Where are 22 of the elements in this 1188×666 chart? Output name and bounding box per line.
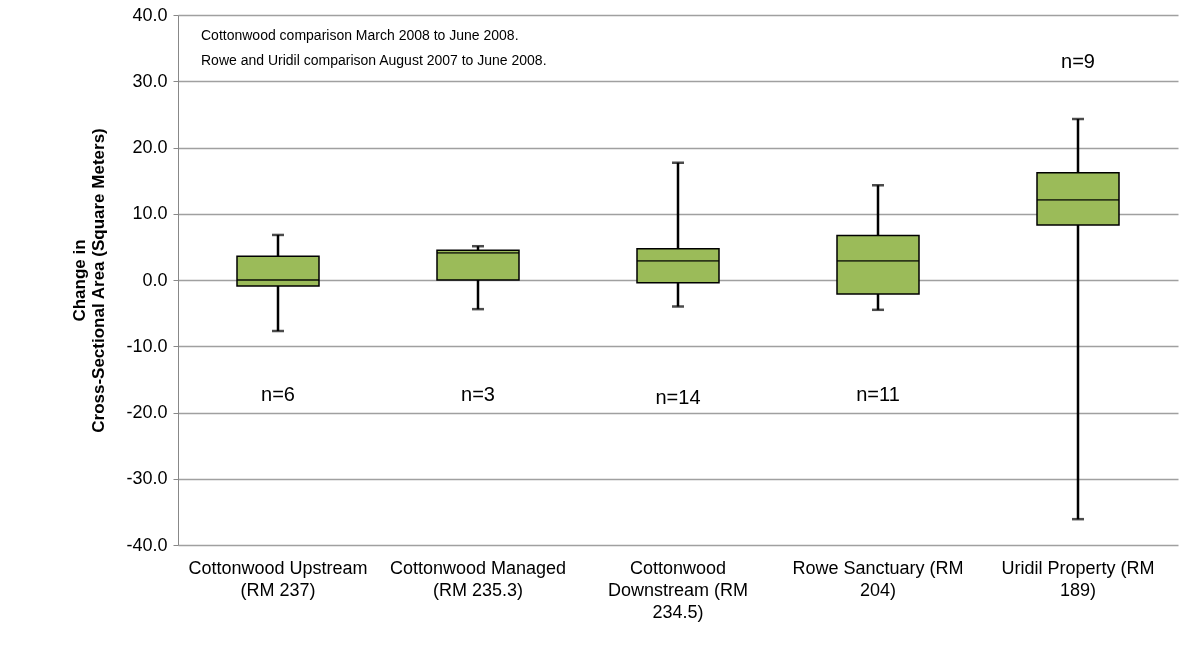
- annotation: n=9: [1061, 50, 1095, 72]
- x-tick-label: Uridil Property (RM 189): [1001, 557, 1155, 600]
- y-tick-label: 10.0: [132, 203, 168, 224]
- y-tick-label: 20.0: [132, 137, 168, 157]
- x-tick-label: Rowe Sanctuary (RM 204): [792, 557, 964, 600]
- annotation: Rowe and Uridil comparison August 2007 to June 2008.: [201, 52, 547, 68]
- x-tick-label: Cottonwood Downstream (RM 234.5): [607, 557, 749, 622]
- annotation: n=3: [461, 383, 495, 405]
- annotation: n=11: [856, 383, 900, 405]
- y-tick-label: -10.0: [126, 335, 168, 356]
- annotation: n=14: [655, 386, 701, 408]
- annotation: n=6: [261, 383, 295, 405]
- y-tick-label: -40.0: [126, 534, 168, 555]
- annotation: Cottonwood comparison March 2008 to June 2008.: [201, 27, 519, 43]
- x-tick-label: Cottonwood Upstream (RM 237): [188, 557, 368, 600]
- y-tick-label: -30.0: [126, 468, 168, 489]
- y-tick-label: 40.0: [132, 4, 168, 25]
- x-tick-label: Cottonwood Managed (RM 235.3): [389, 557, 567, 600]
- y-tick-label: 30.0: [132, 70, 168, 91]
- y-tick-label: 0.0: [142, 269, 168, 290]
- y-tick-label: -20.0: [126, 402, 168, 422]
- y-axis-title: Change in Cross-Sectional Area (Square Meters): [70, 128, 109, 433]
